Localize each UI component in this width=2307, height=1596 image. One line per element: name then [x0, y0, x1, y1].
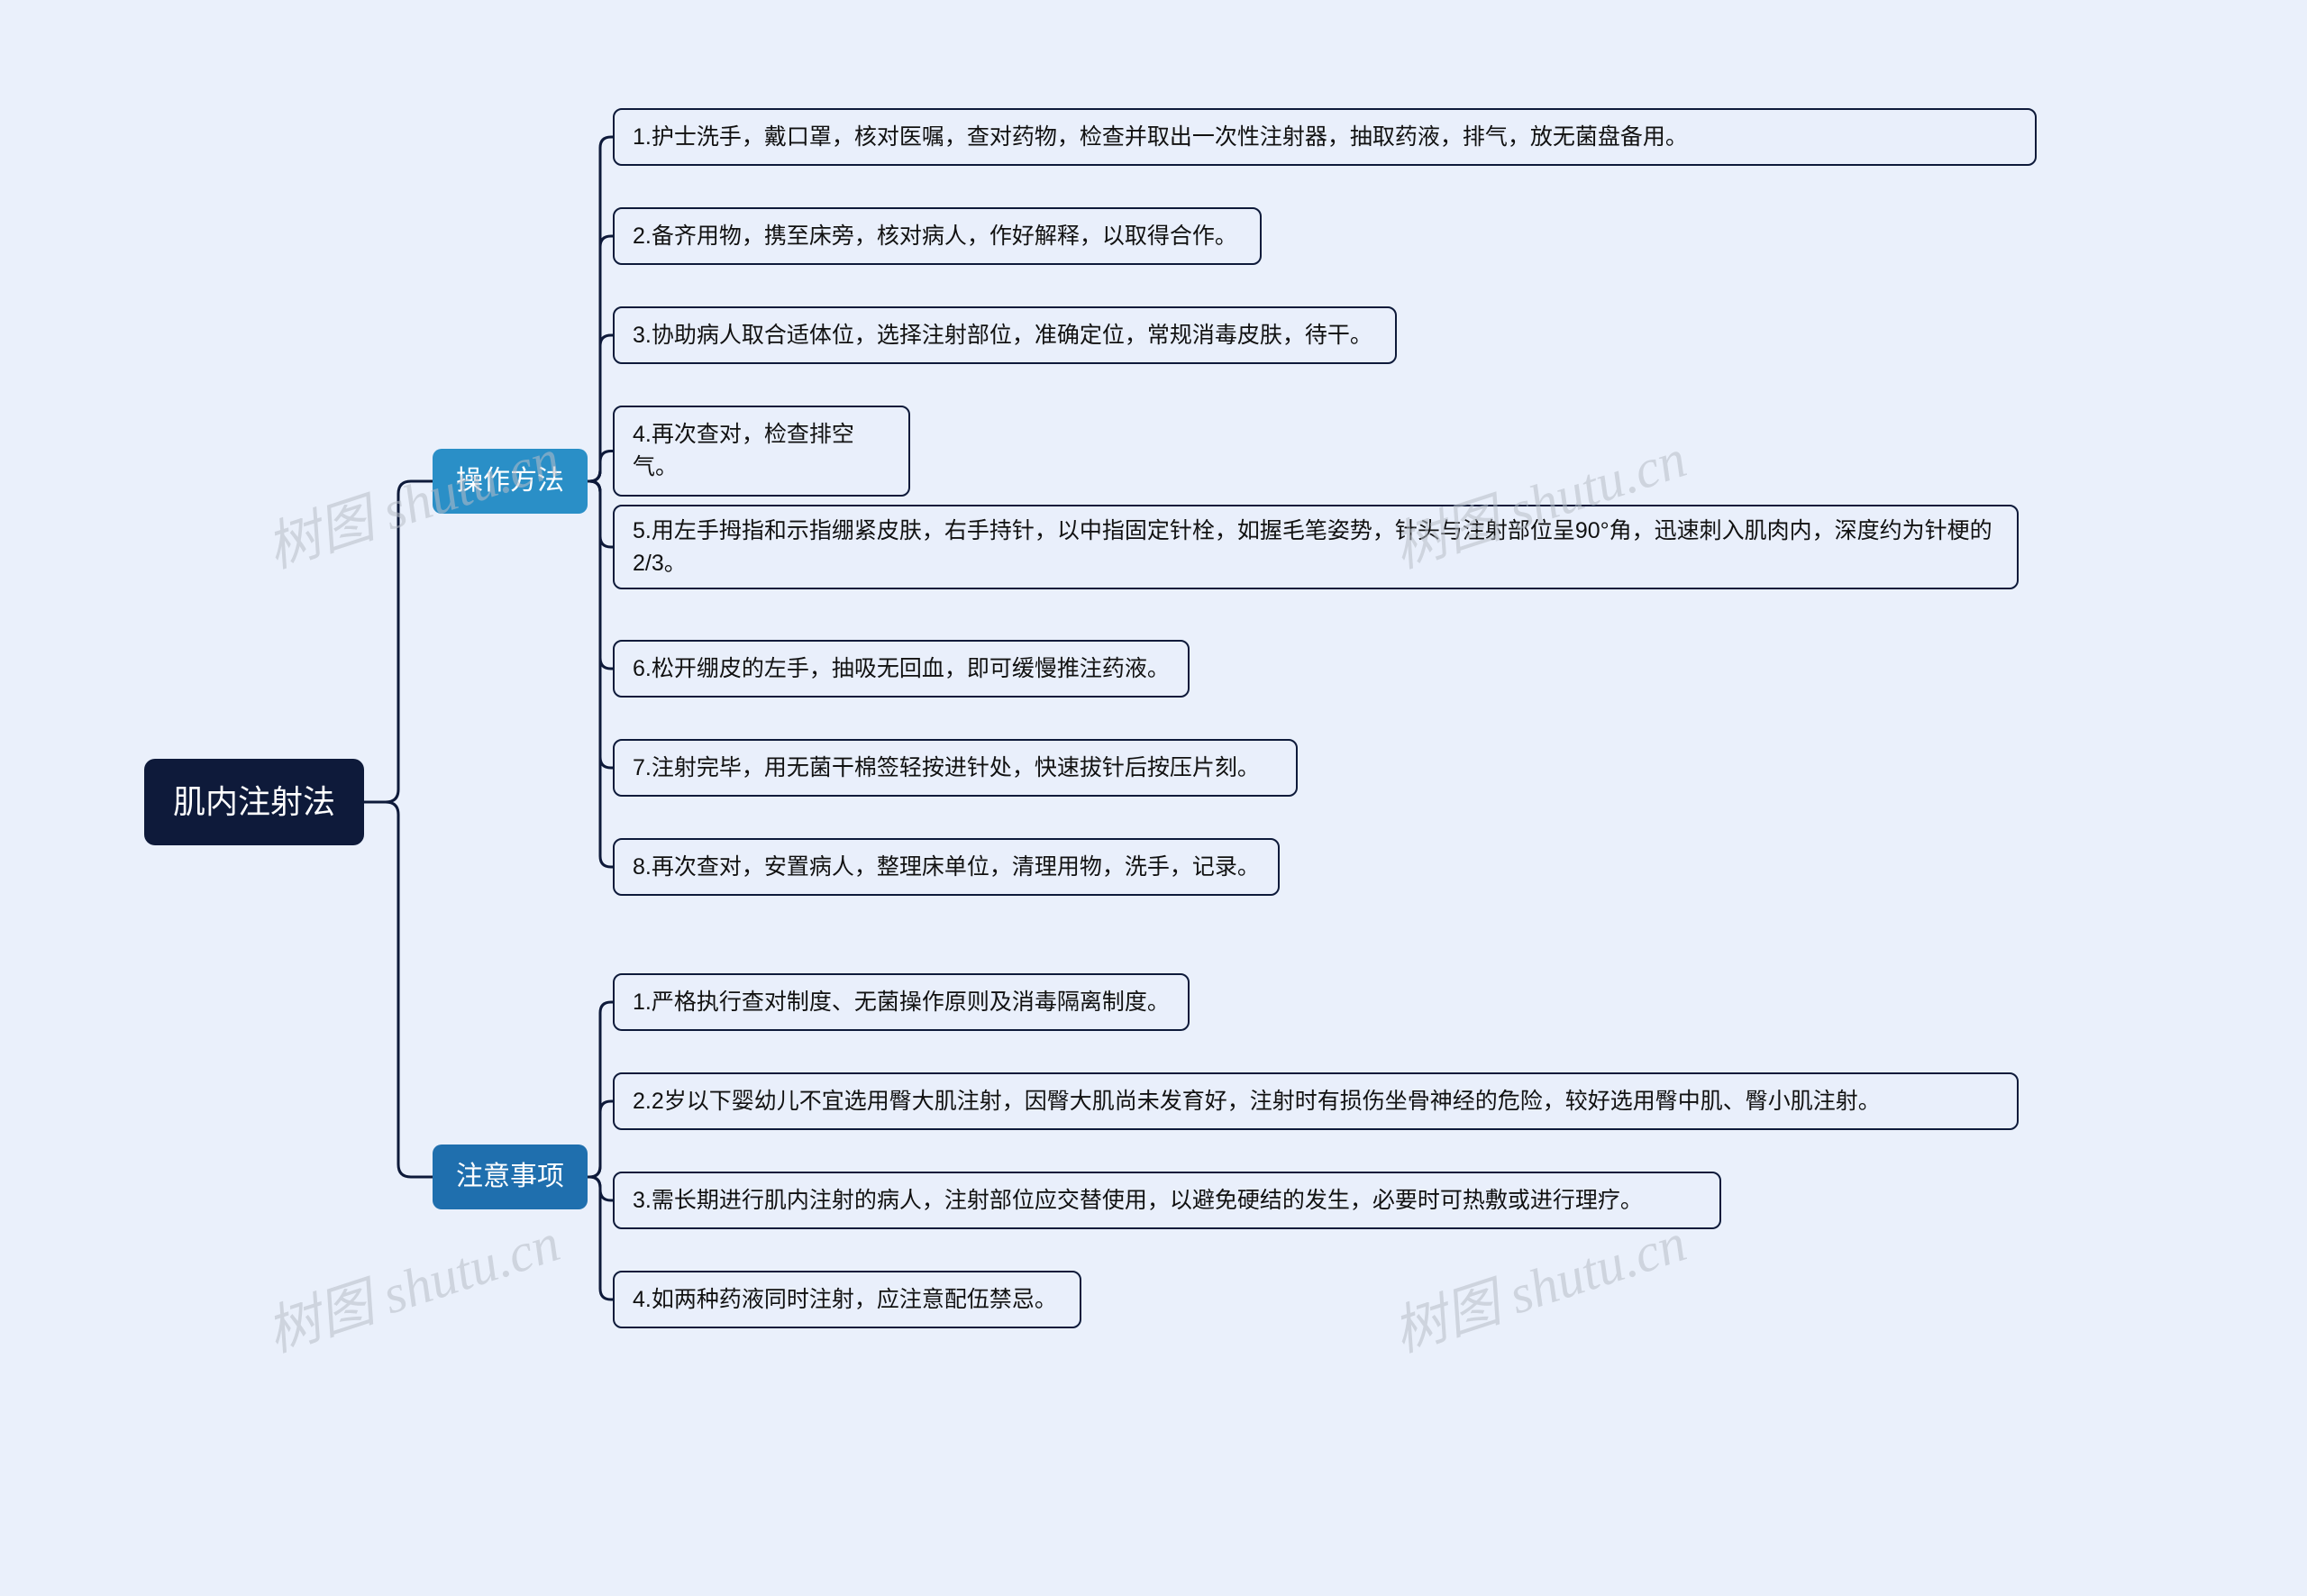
- leaf-note-0: 1.严格执行查对制度、无菌操作原则及消毒隔离制度。: [613, 973, 1190, 1031]
- root-node: 肌内注射法: [144, 759, 364, 845]
- leaf-note-1-label: 2.2岁以下婴幼儿不宜选用臀大肌注射，因臀大肌尚未发育好，注射时有损伤坐骨神经的…: [633, 1085, 1881, 1117]
- leaf-op-3-label: 4.再次查对，检查排空气。: [633, 418, 890, 484]
- leaf-op-2-label: 3.协助病人取合适体位，选择注射部位，准确定位，常规消毒皮肤，待干。: [633, 319, 1372, 351]
- leaf-op-3: 4.再次查对，检查排空气。: [613, 406, 910, 497]
- leaf-op-0-label: 1.护士洗手，戴口罩，核对医嘱，查对药物，检查并取出一次性注射器，抽取药液，排气…: [633, 121, 1688, 153]
- branch-note-label: 注意事项: [456, 1157, 564, 1197]
- leaf-op-1-label: 2.备齐用物，携至床旁，核对病人，作好解释，以取得合作。: [633, 220, 1237, 252]
- leaf-op-6: 7.注射完毕，用无菌干棉签轻按进针处，快速拔针后按压片刻。: [613, 739, 1298, 797]
- leaf-note-0-label: 1.严格执行查对制度、无菌操作原则及消毒隔离制度。: [633, 986, 1170, 1018]
- leaf-note-2: 3.需长期进行肌内注射的病人，注射部位应交替使用，以避免硬结的发生，必要时可热敷…: [613, 1172, 1721, 1229]
- leaf-op-2: 3.协助病人取合适体位，选择注射部位，准确定位，常规消毒皮肤，待干。: [613, 306, 1397, 364]
- leaf-note-1: 2.2岁以下婴幼儿不宜选用臀大肌注射，因臀大肌尚未发育好，注射时有损伤坐骨神经的…: [613, 1072, 2019, 1130]
- branch-note: 注意事项: [433, 1145, 588, 1209]
- leaf-op-4: 5.用左手拇指和示指绷紧皮肤，右手持针，以中指固定针栓，如握毛笔姿势，针头与注射…: [613, 505, 2019, 589]
- leaf-op-0: 1.护士洗手，戴口罩，核对医嘱，查对药物，检查并取出一次性注射器，抽取药液，排气…: [613, 108, 2037, 166]
- root-label: 肌内注射法: [173, 779, 335, 825]
- leaf-note-3: 4.如两种药液同时注射，应注意配伍禁忌。: [613, 1271, 1081, 1328]
- leaf-op-7: 8.再次查对，安置病人，整理床单位，清理用物，洗手，记录。: [613, 838, 1280, 896]
- leaf-op-6-label: 7.注射完毕，用无菌干棉签轻按进针处，快速拔针后按压片刻。: [633, 752, 1260, 784]
- leaf-op-4-label: 5.用左手拇指和示指绷紧皮肤，右手持针，以中指固定针栓，如握毛笔姿势，针头与注射…: [633, 515, 1999, 580]
- leaf-note-3-label: 4.如两种药液同时注射，应注意配伍禁忌。: [633, 1283, 1057, 1316]
- leaf-op-1: 2.备齐用物，携至床旁，核对病人，作好解释，以取得合作。: [613, 207, 1262, 265]
- branch-op-label: 操作方法: [456, 461, 564, 501]
- leaf-op-5: 6.松开绷皮的左手，抽吸无回血，即可缓慢推注药液。: [613, 640, 1190, 698]
- watermark-2: 树图 shutu.cn: [255, 1199, 568, 1367]
- leaf-note-2-label: 3.需长期进行肌内注射的病人，注射部位应交替使用，以避免硬结的发生，必要时可热敷…: [633, 1184, 1643, 1217]
- branch-op: 操作方法: [433, 449, 588, 514]
- leaf-op-7-label: 8.再次查对，安置病人，整理床单位，清理用物，洗手，记录。: [633, 851, 1260, 883]
- leaf-op-5-label: 6.松开绷皮的左手，抽吸无回血，即可缓慢推注药液。: [633, 652, 1170, 685]
